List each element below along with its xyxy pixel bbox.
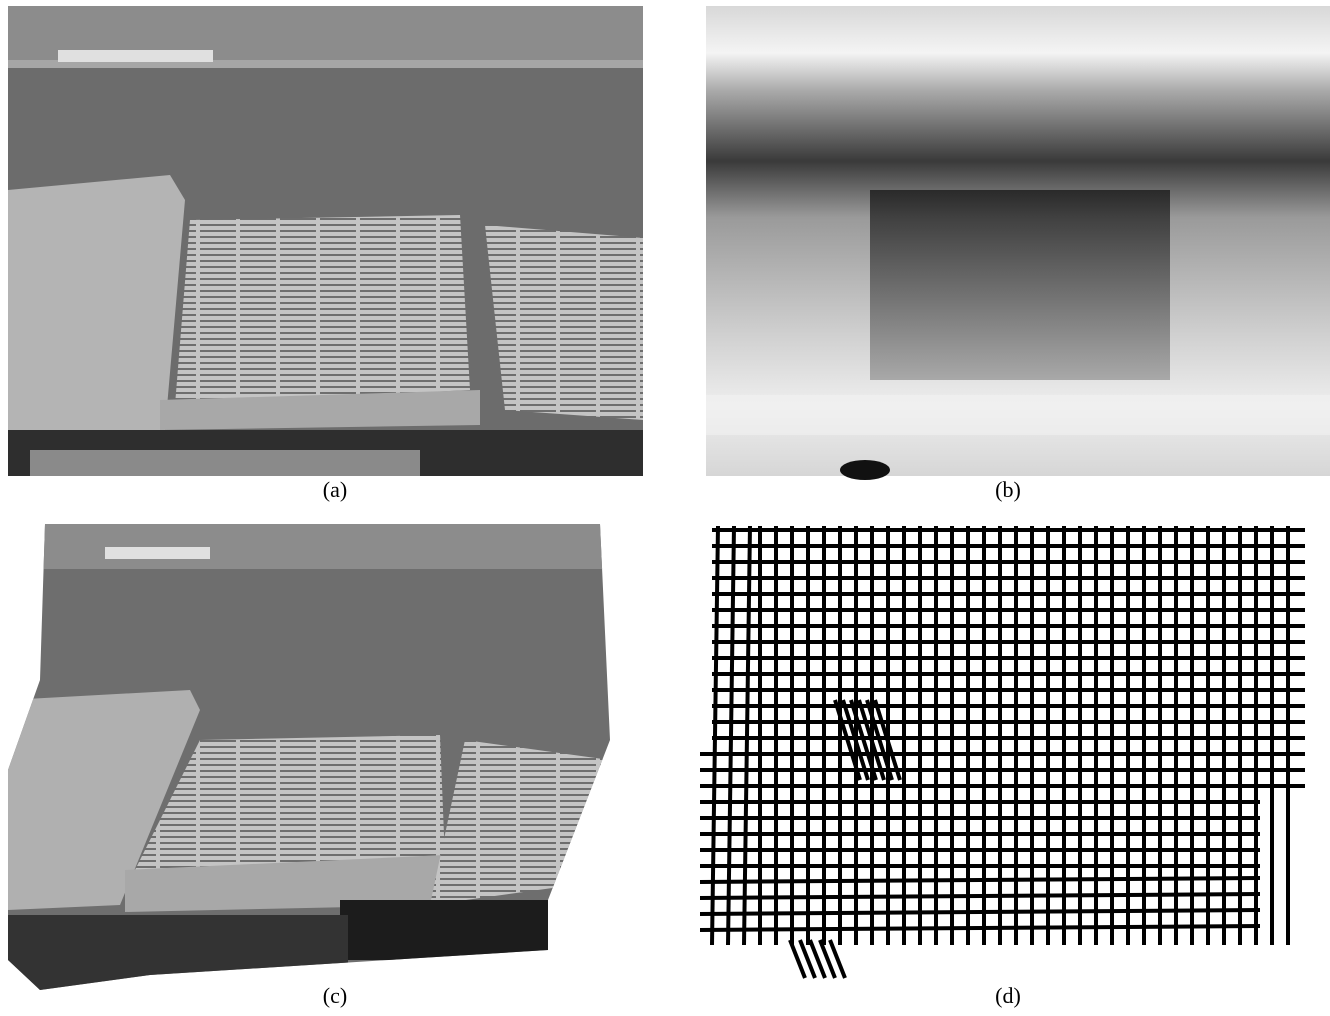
- deformation-grid: [700, 526, 1305, 978]
- caption: (d): [995, 983, 1021, 1008]
- caption: (c): [323, 983, 347, 1008]
- caption: (a): [323, 477, 347, 502]
- map-b: [706, 6, 1330, 480]
- figure: (a) (b) (c) (d): [0, 0, 1330, 1016]
- caption: (b): [995, 477, 1021, 502]
- photo-a: [8, 6, 643, 476]
- photo-c: [8, 524, 610, 995]
